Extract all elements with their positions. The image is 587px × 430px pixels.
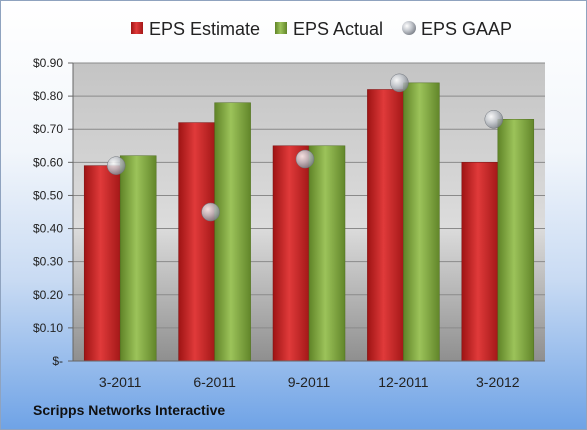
y-tick-label: $0.10 (33, 321, 63, 335)
bar-eps-estimate (272, 145, 310, 362)
bar-eps-estimate (367, 89, 404, 362)
marker-eps-gaap (201, 202, 220, 222)
y-tick-label: $0.40 (33, 222, 63, 236)
y-tick-label: $0.70 (33, 122, 63, 136)
x-tick-label: 6-2011 (193, 374, 236, 390)
bars-layer (83, 82, 535, 362)
y-tick-label: $0.60 (33, 155, 63, 169)
marker-eps-gaap (390, 73, 409, 93)
x-axis: 3-2011 6-2011 9-2011 12-2011 3-2012 (73, 360, 545, 390)
legend-eps-actual: EPS Actual (275, 19, 383, 39)
bar-eps-estimate (178, 122, 215, 362)
x-tick-label: 3-2011 (99, 374, 142, 390)
y-axis: $- $0.10 $0.20 $0.30 $0.40 $0.50 $0.60 $0.70 $0.… (33, 56, 74, 368)
x-tick-label: 12-2011 (378, 374, 429, 390)
bar-eps-estimate (461, 162, 499, 362)
legend-swatch (402, 21, 416, 35)
bar-eps-actual (403, 82, 440, 362)
x-tick-label: 3-2012 (476, 374, 520, 390)
legend: EPS Estimate EPS Actual EPS GAAP (131, 19, 512, 39)
legend-label: EPS GAAP (421, 19, 512, 39)
legend-eps-gaap: EPS GAAP (402, 19, 512, 39)
legend-swatch (131, 22, 143, 34)
company-label: Scripps Networks Interactive (33, 402, 226, 418)
legend-label: EPS Actual (293, 19, 383, 39)
y-tick-label: $0.90 (33, 56, 63, 70)
marker-eps-gaap (106, 156, 126, 175)
legend-label: EPS Estimate (149, 19, 260, 39)
bar-eps-estimate (83, 165, 121, 362)
y-tick-label: $0.80 (33, 89, 63, 103)
bar-eps-actual (119, 155, 157, 362)
legend-swatch (275, 22, 287, 34)
y-tick-label: $- (52, 354, 63, 368)
y-tick-label: $0.30 (33, 255, 63, 269)
bar-eps-actual (214, 102, 251, 362)
y-tick-label: $0.20 (33, 288, 63, 302)
bar-eps-actual (308, 145, 346, 362)
y-tick-label: $0.50 (33, 188, 63, 202)
marker-eps-gaap (484, 110, 504, 129)
marker-eps-gaap (295, 149, 315, 169)
gaap-markers (106, 73, 504, 222)
bar-eps-actual (497, 119, 535, 362)
legend-eps-estimate: EPS Estimate (131, 19, 260, 39)
x-tick-label: 9-2011 (288, 374, 331, 390)
